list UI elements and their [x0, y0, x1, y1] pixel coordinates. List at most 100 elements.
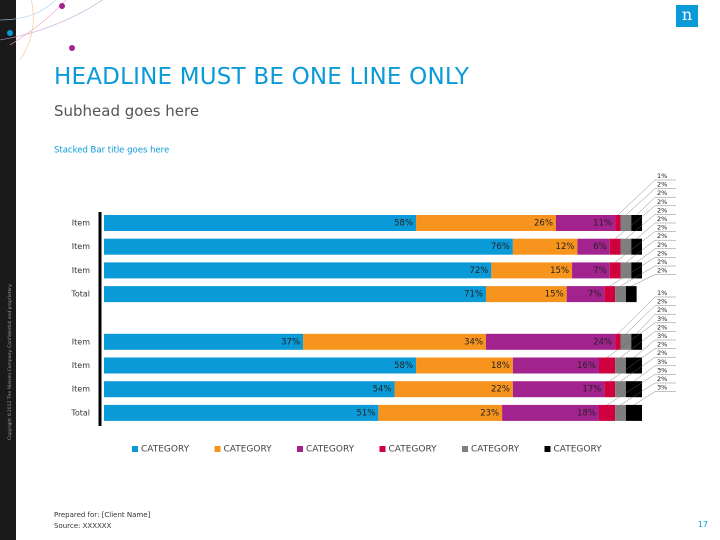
bar-segment [502, 404, 599, 421]
value-label: 2% [657, 189, 667, 197]
legend-label: CATEGORY [471, 445, 520, 455]
leader-line [625, 239, 676, 263]
leader-line [636, 196, 676, 216]
leader-line [614, 231, 676, 263]
value-label: 16% [577, 361, 596, 371]
bar-segment [555, 215, 616, 231]
value-label: 2% [657, 323, 667, 331]
legend-swatch [379, 446, 386, 452]
bar-segment [572, 262, 610, 279]
value-label: 22% [491, 385, 510, 395]
value-label: 54% [373, 385, 392, 395]
bar-segment [303, 333, 486, 350]
value-label: 24% [593, 337, 612, 347]
bar-segment [615, 381, 626, 398]
y-tick-label: Item [72, 337, 90, 346]
value-label: 3% [657, 384, 667, 392]
leader-line [631, 274, 676, 287]
value-label: 2% [657, 341, 667, 349]
leader-line [625, 305, 676, 334]
value-label: 18% [491, 361, 510, 371]
value-label: 34% [464, 337, 483, 347]
value-label: 3% [657, 315, 667, 323]
value-label: 2% [657, 306, 667, 314]
bar-segment [620, 333, 632, 350]
leader-line [620, 382, 676, 406]
value-label: 2% [657, 198, 667, 206]
leader-line [617, 296, 676, 334]
bar-segment [598, 404, 616, 421]
value-label: 2% [657, 298, 667, 306]
bar-segment [620, 238, 632, 255]
leader-line [633, 339, 676, 358]
bar-segment [104, 262, 492, 279]
bar-segment [615, 215, 621, 231]
leader-line [620, 331, 676, 358]
value-label: 15% [550, 266, 569, 276]
bar-segment [512, 357, 599, 374]
legend-label: CATEGORY [224, 445, 273, 455]
bar-segment [604, 286, 616, 303]
leader-line [614, 205, 676, 239]
bar-segment [104, 286, 486, 303]
bar-segment [104, 215, 417, 231]
bar-segment [485, 286, 567, 303]
leader-line [625, 214, 676, 239]
legend-swatch [297, 446, 303, 452]
value-label: 58% [394, 219, 413, 229]
leader-line [620, 265, 676, 287]
bar-segment [631, 215, 642, 231]
value-label: 58% [394, 361, 413, 371]
value-label: 2% [657, 249, 667, 257]
legend-label: CATEGORY [389, 445, 438, 455]
bar-segment [625, 404, 642, 421]
value-label: 71% [464, 290, 483, 300]
value-label: 15% [545, 290, 564, 300]
bar-segment [615, 404, 626, 421]
y-tick-label: Item [72, 242, 90, 251]
side-bar [0, 0, 16, 540]
leader-line [633, 365, 676, 382]
value-label: 2% [657, 224, 667, 232]
bar-segment [378, 404, 503, 421]
bar-segment [104, 333, 304, 350]
bar-segment [512, 238, 578, 255]
value-label: 6% [593, 242, 607, 252]
chart-title: Stacked Bar title goes here [54, 146, 169, 156]
bar-segment [631, 238, 642, 255]
logo: n [676, 5, 698, 27]
bar-segment [394, 381, 513, 398]
bar-segment [609, 262, 621, 279]
value-label: 1% [657, 289, 667, 297]
leader-line [620, 357, 676, 382]
y-tick-label: Item [72, 219, 90, 228]
value-label: 37% [281, 337, 300, 347]
value-label: 2% [657, 349, 667, 357]
value-label: 2% [657, 241, 667, 249]
bar-segment [625, 357, 642, 374]
bar-segment [609, 238, 621, 255]
bar-segment [104, 357, 417, 374]
page-number: 17 [697, 520, 708, 529]
bar-segment [416, 215, 556, 231]
bar-segment [620, 262, 632, 279]
value-label: 3% [657, 358, 667, 366]
bar-segment [104, 404, 379, 421]
value-label: 7% [593, 266, 607, 276]
legend-label: CATEGORY [141, 445, 190, 455]
value-label: 18% [577, 408, 596, 418]
value-label: 51% [356, 408, 375, 418]
value-label: 2% [657, 206, 667, 214]
bar-segment [620, 215, 632, 231]
value-label: 17% [582, 385, 601, 395]
leader-line [636, 248, 676, 263]
legend-swatch [214, 446, 221, 452]
leader-line [636, 222, 676, 239]
value-label: 1% [657, 172, 667, 180]
value-label: 2% [657, 258, 667, 266]
leader-line [609, 257, 676, 287]
decoration [0, 0, 104, 61]
bar-segment [104, 238, 513, 255]
leader-line [636, 314, 676, 334]
